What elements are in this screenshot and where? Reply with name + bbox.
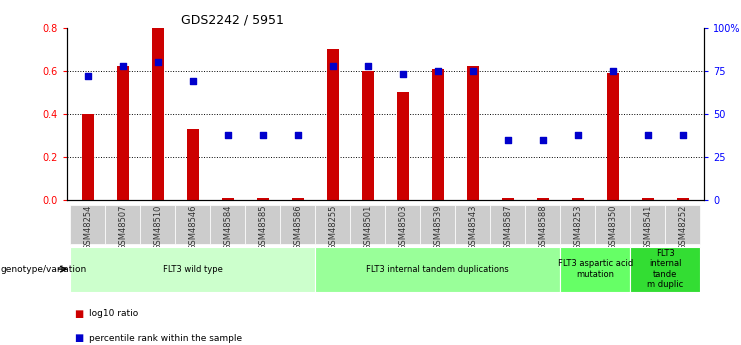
Point <box>152 59 164 65</box>
Bar <box>631 205 665 244</box>
Bar <box>222 198 234 200</box>
Bar <box>152 28 164 200</box>
Bar <box>385 205 420 244</box>
Text: log10 ratio: log10 ratio <box>89 309 138 318</box>
Point <box>327 63 339 68</box>
Bar <box>396 92 409 200</box>
Bar <box>210 205 245 244</box>
Bar <box>560 247 631 292</box>
Bar <box>140 205 175 244</box>
Text: GSM48510: GSM48510 <box>153 205 162 250</box>
Text: ■: ■ <box>74 309 83 319</box>
Point <box>677 132 689 137</box>
Bar <box>292 198 304 200</box>
Point <box>572 132 584 137</box>
Text: GSM48587: GSM48587 <box>503 205 512 250</box>
Bar <box>70 205 105 244</box>
Bar <box>362 71 374 200</box>
Text: GSM48584: GSM48584 <box>223 205 232 250</box>
Bar <box>560 205 596 244</box>
Bar <box>631 247 700 292</box>
Text: GSM48255: GSM48255 <box>328 205 337 250</box>
Bar <box>315 205 350 244</box>
Point <box>292 132 304 137</box>
Bar <box>432 69 444 200</box>
Text: GSM48501: GSM48501 <box>363 205 372 250</box>
Text: GSM48350: GSM48350 <box>608 205 617 250</box>
Bar <box>456 205 491 244</box>
Bar <box>327 49 339 200</box>
Point <box>222 132 233 137</box>
Bar <box>596 205 631 244</box>
Text: FLT3 internal tandem duplications: FLT3 internal tandem duplications <box>367 265 509 274</box>
Text: GSM48588: GSM48588 <box>539 205 548 250</box>
Point <box>432 68 444 73</box>
Text: GSM48543: GSM48543 <box>468 205 477 250</box>
Bar <box>116 66 129 200</box>
Point <box>82 73 93 79</box>
Text: FLT3
internal
tande
m duplic: FLT3 internal tande m duplic <box>648 249 683 289</box>
Bar <box>642 198 654 200</box>
Text: FLT3 wild type: FLT3 wild type <box>163 265 223 274</box>
Text: GSM48585: GSM48585 <box>259 205 268 250</box>
Bar <box>665 205 700 244</box>
Bar <box>315 247 560 292</box>
Bar <box>677 198 689 200</box>
Point <box>642 132 654 137</box>
Text: GSM48546: GSM48546 <box>188 205 197 250</box>
Text: GSM48507: GSM48507 <box>119 205 127 250</box>
Text: GSM48253: GSM48253 <box>574 205 582 250</box>
Bar <box>82 114 94 200</box>
Point <box>117 63 129 68</box>
Text: percentile rank within the sample: percentile rank within the sample <box>89 334 242 343</box>
Text: GSM48252: GSM48252 <box>679 205 688 250</box>
Text: GSM48586: GSM48586 <box>293 205 302 250</box>
Bar <box>70 247 315 292</box>
Bar <box>105 205 140 244</box>
Bar <box>280 205 315 244</box>
Text: GSM48254: GSM48254 <box>83 205 92 250</box>
Text: GDS2242 / 5951: GDS2242 / 5951 <box>182 13 285 27</box>
Point <box>397 71 409 77</box>
Bar <box>536 198 549 200</box>
Bar <box>187 129 199 200</box>
Bar <box>420 205 456 244</box>
Point <box>607 68 619 73</box>
Text: ■: ■ <box>74 333 83 343</box>
Text: GSM48539: GSM48539 <box>433 205 442 250</box>
Bar <box>607 73 619 200</box>
Bar <box>491 205 525 244</box>
Text: genotype/variation: genotype/variation <box>1 265 87 274</box>
Text: FLT3 aspartic acid
mutation: FLT3 aspartic acid mutation <box>558 259 633 279</box>
Bar <box>572 198 584 200</box>
Point <box>187 78 199 84</box>
Bar <box>502 198 514 200</box>
Point <box>362 63 373 68</box>
Point <box>537 137 549 142</box>
Point <box>502 137 514 142</box>
Bar <box>467 66 479 200</box>
Point <box>467 68 479 73</box>
Bar <box>245 205 280 244</box>
Text: GSM48503: GSM48503 <box>399 205 408 250</box>
Bar <box>256 198 269 200</box>
Text: GSM48541: GSM48541 <box>643 205 652 250</box>
Bar <box>525 205 560 244</box>
Bar <box>175 205 210 244</box>
Point <box>257 132 269 137</box>
Bar <box>350 205 385 244</box>
